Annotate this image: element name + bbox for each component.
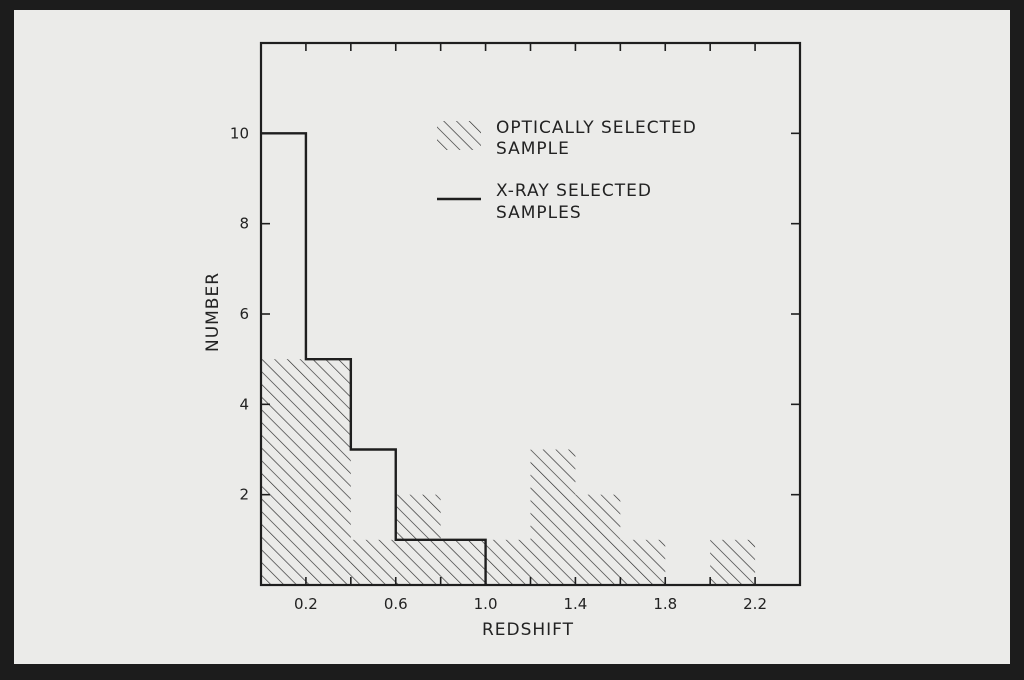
y-tick-label: 4 — [239, 395, 249, 413]
legend-label-optical-line1: OPTICALLY SELECTED — [496, 118, 697, 138]
legend-label-xray-line2: SAMPLES — [496, 203, 582, 223]
redshift-histogram: 0.2 0.6 1.0 1.4 1.8 2.2 2 4 6 8 10 REDSHIFT NUMBE… — [203, 41, 802, 640]
optical-bar — [530, 449, 576, 585]
x-tick-label: 2.2 — [743, 595, 767, 613]
y-tick-label: 8 — [239, 215, 249, 233]
y-axis-ticks: 2 4 6 8 10 — [230, 124, 800, 504]
optical-bar — [305, 359, 351, 585]
slide-background: 0.2 0.6 1.0 1.4 1.8 2.2 2 4 6 8 10 REDSHIFT NUMBE… — [14, 10, 1010, 664]
x-axis-label: REDSHIFT — [482, 620, 574, 640]
legend-label-xray-line1: X-RAY SELECTED — [496, 181, 652, 201]
x-tick-label: 0.6 — [384, 595, 408, 613]
optical-bar — [575, 494, 621, 585]
x-tick-label: 0.2 — [294, 595, 318, 613]
optical-bar — [620, 539, 666, 585]
optical-bar — [710, 539, 756, 585]
y-tick-label: 10 — [230, 124, 249, 142]
x-tick-label: 1.4 — [563, 595, 587, 613]
optical-series — [261, 359, 756, 585]
legend-swatch-optical — [437, 121, 481, 150]
x-tick-label: 1.0 — [474, 595, 498, 613]
y-axis-label: NUMBER — [203, 272, 223, 352]
legend-label-optical-line2: SAMPLE — [496, 139, 570, 159]
xray-series-line — [261, 132, 487, 585]
x-tick-label: 1.8 — [653, 595, 677, 613]
y-tick-label: 2 — [239, 486, 249, 504]
optical-bar — [485, 539, 531, 585]
legend: OPTICALLY SELECTED SAMPLE X-RAY SELECTED… — [437, 118, 697, 223]
x-axis-ticks: 0.2 0.6 1.0 1.4 1.8 2.2 — [294, 43, 767, 613]
optical-bar — [440, 539, 486, 585]
optical-bar — [261, 359, 306, 585]
optical-bar — [350, 539, 396, 585]
y-tick-label: 6 — [239, 305, 249, 323]
